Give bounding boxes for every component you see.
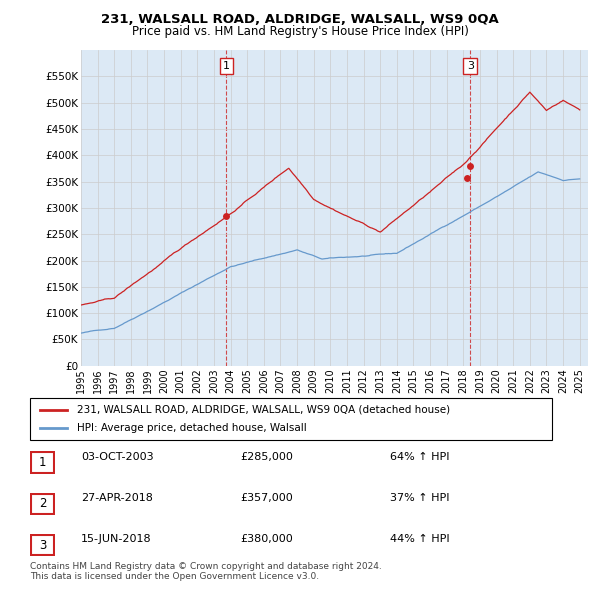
FancyBboxPatch shape	[31, 535, 54, 555]
Text: 3: 3	[39, 539, 46, 552]
FancyBboxPatch shape	[30, 398, 552, 440]
Text: HPI: Average price, detached house, Walsall: HPI: Average price, detached house, Wals…	[77, 423, 307, 433]
Text: 1: 1	[223, 61, 230, 71]
Text: 37% ↑ HPI: 37% ↑ HPI	[390, 493, 449, 503]
Text: 231, WALSALL ROAD, ALDRIDGE, WALSALL, WS9 0QA (detached house): 231, WALSALL ROAD, ALDRIDGE, WALSALL, WS…	[77, 405, 450, 415]
Text: Price paid vs. HM Land Registry's House Price Index (HPI): Price paid vs. HM Land Registry's House …	[131, 25, 469, 38]
Text: 03-OCT-2003: 03-OCT-2003	[81, 452, 154, 461]
Text: 231, WALSALL ROAD, ALDRIDGE, WALSALL, WS9 0QA: 231, WALSALL ROAD, ALDRIDGE, WALSALL, WS…	[101, 13, 499, 26]
FancyBboxPatch shape	[31, 453, 54, 473]
Text: 44% ↑ HPI: 44% ↑ HPI	[390, 535, 449, 544]
FancyBboxPatch shape	[31, 494, 54, 514]
Text: This data is licensed under the Open Government Licence v3.0.: This data is licensed under the Open Gov…	[30, 572, 319, 581]
Text: 2: 2	[39, 497, 46, 510]
Text: Contains HM Land Registry data © Crown copyright and database right 2024.: Contains HM Land Registry data © Crown c…	[30, 562, 382, 571]
Text: 3: 3	[467, 61, 474, 71]
Text: £357,000: £357,000	[240, 493, 293, 503]
Text: 27-APR-2018: 27-APR-2018	[81, 493, 153, 503]
Text: 1: 1	[39, 456, 46, 469]
Text: £380,000: £380,000	[240, 535, 293, 544]
Text: 64% ↑ HPI: 64% ↑ HPI	[390, 452, 449, 461]
Text: 15-JUN-2018: 15-JUN-2018	[81, 535, 152, 544]
Text: £285,000: £285,000	[240, 452, 293, 461]
